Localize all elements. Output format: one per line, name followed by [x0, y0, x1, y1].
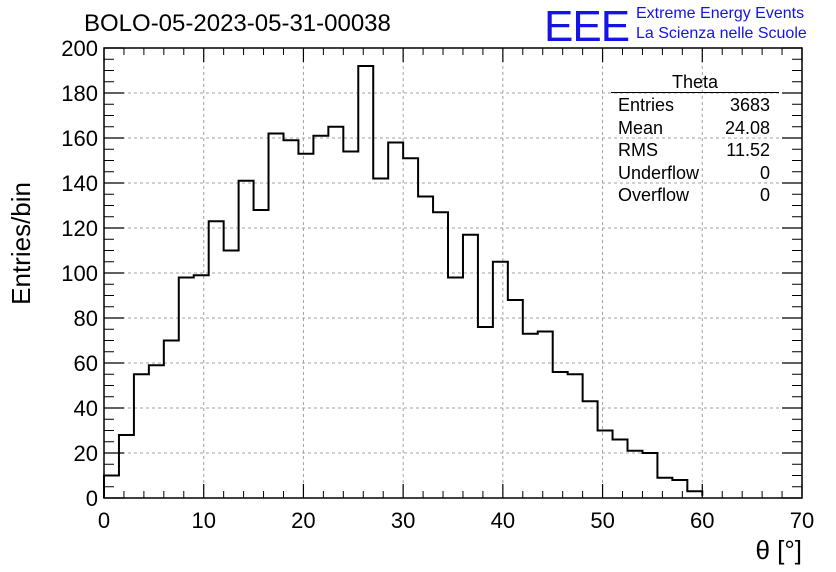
stats-row-overflow: Overflow 0 — [611, 184, 779, 207]
x-tick-label: 60 — [690, 508, 714, 533]
tick-labels: 0 10 20 30 40 50 60 70 0 20 40 60 80 100 120 140 160 180 2… — [61, 36, 814, 533]
axis-ticks — [103, 47, 803, 499]
histogram-bin — [463, 235, 478, 498]
x-tick-label: 10 — [191, 508, 215, 533]
histogram-bin — [254, 210, 269, 498]
y-tick-label: 80 — [74, 306, 98, 331]
y-axis-title: Entries/bin — [6, 182, 36, 305]
histogram-bin — [343, 152, 358, 499]
chart-title: BOLO-05-2023-05-31-00038 — [84, 10, 391, 37]
histogram-bin — [164, 341, 179, 499]
y-tick-label: 120 — [61, 216, 98, 241]
stats-label: Underflow — [618, 162, 700, 183]
histogram-bin — [583, 401, 598, 498]
histogram-bin — [388, 143, 403, 499]
stats-label: Entries — [618, 95, 675, 115]
histogram-bin — [119, 435, 134, 498]
histogram-bin — [598, 431, 613, 499]
y-tick-label: 0 — [86, 486, 98, 511]
histogram-bin — [642, 453, 657, 498]
histogram-bin — [538, 332, 553, 499]
histogram-bin — [448, 278, 463, 499]
stats-box: Theta Entries 3683 Mean 24.08 RMS 11.52 Und… — [611, 72, 779, 207]
histogram-bin — [373, 179, 388, 499]
x-tick-label: 70 — [790, 508, 814, 533]
y-tick-label: 140 — [61, 171, 98, 196]
stats-value: 3683 — [729, 95, 770, 115]
histogram-bin — [433, 212, 448, 498]
stats-row-mean: Mean 24.08 — [611, 117, 779, 140]
histogram-bin — [568, 374, 583, 498]
histogram-bin — [194, 275, 209, 498]
histogram-bin — [553, 372, 568, 498]
stats-label: RMS — [618, 140, 658, 160]
logo-caption-line-2: La Scienza nelle Scuole — [636, 25, 807, 42]
y-tick-label: 200 — [61, 36, 98, 61]
y-tick-label: 60 — [74, 351, 98, 376]
stats-row-rms: RMS 11.52 — [611, 139, 779, 162]
histogram-bin — [613, 440, 628, 499]
histogram-bin — [313, 136, 328, 498]
histogram-bin — [493, 262, 508, 498]
y-tick-label: 160 — [61, 126, 98, 151]
histogram-bin — [239, 181, 254, 498]
histogram-bin — [358, 66, 373, 498]
histogram-step-line — [103, 65, 704, 498]
stats-row-underflow: Underflow 0 — [611, 162, 779, 185]
grid-lines — [104, 48, 802, 498]
histogram-bin — [657, 478, 672, 498]
histogram-bin — [672, 480, 687, 498]
histogram-bin — [687, 491, 702, 498]
histogram-bin — [508, 300, 523, 498]
histogram-bin — [269, 134, 284, 499]
histogram-bin — [179, 278, 194, 499]
histogram-bin — [209, 221, 224, 498]
x-tick-label: 30 — [391, 508, 415, 533]
stats-value: 24.08 — [724, 117, 770, 138]
eee-logo: EEE — [544, 2, 630, 51]
histogram-bin — [298, 154, 313, 498]
x-axis-title: θ [°] — [755, 535, 802, 565]
stats-box-title: Theta — [611, 72, 779, 93]
stats-value: 0 — [759, 185, 770, 205]
x-tick-label: 20 — [291, 508, 315, 533]
logo-caption-line-1: Extreme Energy Events — [636, 5, 805, 22]
y-tick-label: 40 — [74, 396, 98, 421]
x-tick-label: 0 — [98, 508, 110, 533]
x-tick-label: 50 — [590, 508, 614, 533]
logo-caption: Extreme Energy Events La Scienza nelle S… — [636, 4, 807, 44]
histogram-bin — [478, 327, 493, 498]
y-tick-label: 20 — [74, 441, 98, 466]
stats-label: Mean — [618, 117, 664, 138]
histogram-bin — [523, 334, 538, 498]
stats-value: 11.52 — [726, 140, 770, 160]
histogram-bin — [328, 127, 343, 498]
histogram-bin — [149, 365, 164, 498]
histogram-bin — [134, 374, 149, 498]
stats-row-entries: Entries 3683 — [611, 94, 779, 117]
y-tick-label: 180 — [61, 81, 98, 106]
stats-label: Overflow — [618, 185, 690, 205]
histogram-bin — [283, 140, 298, 498]
histogram-bin — [628, 451, 643, 498]
histogram-bin — [418, 197, 433, 499]
histogram-bin — [403, 158, 418, 498]
histogram-bin — [224, 251, 239, 499]
stats-value: 0 — [759, 162, 770, 183]
y-tick-label: 100 — [61, 261, 98, 286]
x-tick-label: 40 — [491, 508, 515, 533]
